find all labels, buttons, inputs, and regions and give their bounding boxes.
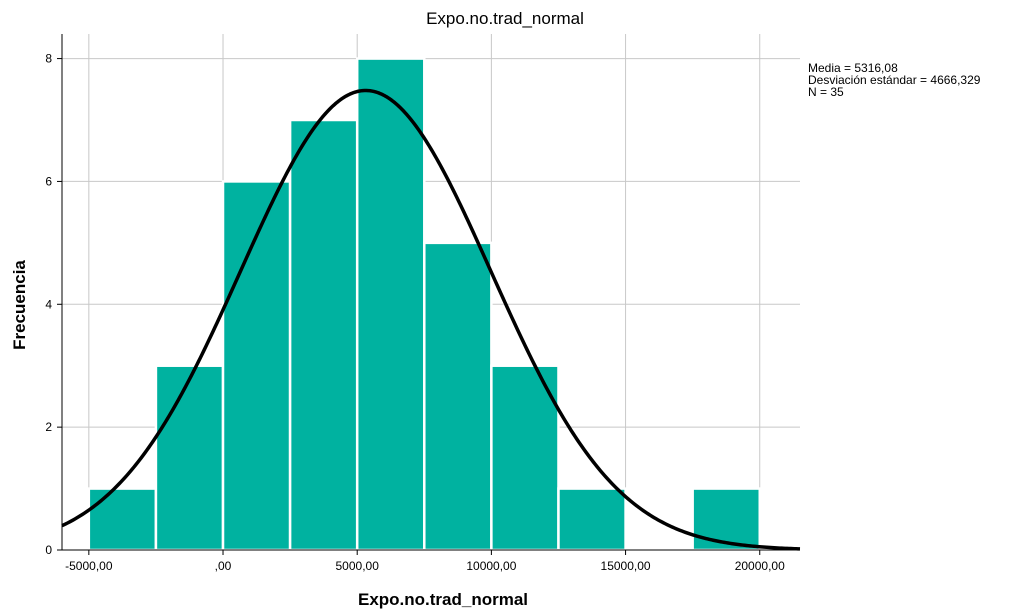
axes [61, 34, 800, 551]
y-tick-label-3: 6 [45, 174, 52, 188]
histogram-bar-1 [154, 364, 225, 552]
x-axis-title: Expo.no.trad_normal [358, 590, 528, 609]
y-tick-label-4: 8 [45, 52, 52, 66]
x-tick-label-0: -5000,00 [65, 559, 113, 573]
y-tick-label-1: 2 [45, 420, 52, 434]
y-axis-title: Frecuencia [10, 260, 29, 350]
y-tick-label-0: 0 [45, 543, 52, 557]
histogram-bar-9 [691, 487, 761, 552]
x-tick-label-1: ,00 [215, 559, 232, 573]
histogram-bar-4 [355, 57, 426, 552]
y-tick-labels: 0 2 4 6 8 [45, 52, 62, 557]
chart-title: Expo.no.trad_normal [426, 9, 584, 28]
stats-std-dev: Desviación estándar = 4666,329 [808, 73, 981, 87]
histogram-bar-3 [288, 118, 359, 552]
histogram-bar-7 [557, 487, 627, 552]
stats-mean: Media = 5316,08 [808, 61, 898, 75]
x-tick-labels: -5000,00 ,00 5000,00 10000,00 15000,00 20000,… [65, 550, 785, 573]
x-tick-label-4: 15000,00 [601, 559, 651, 573]
stats-legend: Media = 5316,08 Desviación estándar = 46… [808, 61, 981, 99]
normal-curve-layer [61, 88, 801, 551]
normal-curve [61, 88, 801, 551]
histogram-bar-0 [87, 487, 158, 552]
x-tick-label-2: 5000,00 [336, 559, 380, 573]
stats-n: N = 35 [808, 85, 844, 99]
x-tick-label-3: 10000,00 [466, 559, 516, 573]
histogram-bar-5 [423, 241, 493, 552]
y-tick-label-2: 4 [45, 297, 52, 311]
histogram-bar-6 [490, 364, 560, 552]
x-tick-label-5: 20000,00 [735, 559, 785, 573]
